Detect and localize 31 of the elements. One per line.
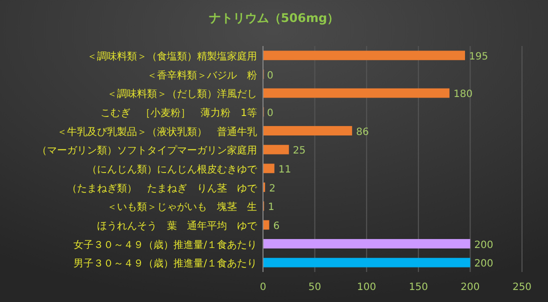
data-label: 195 <box>469 51 488 62</box>
x-tick-label: 0 <box>260 282 266 293</box>
data-label: 0 <box>267 108 274 119</box>
x-tick-label: 150 <box>408 282 428 293</box>
y-tick-label: 男子３０～４９（歳）推進量/１食あたり <box>74 258 257 270</box>
x-tick-label: 250 <box>512 282 532 293</box>
data-label: 1 <box>268 202 274 214</box>
x-tick-label: 200 <box>460 282 480 293</box>
chart-title: ナトリウム（506mg） <box>208 11 340 25</box>
data-label: 180 <box>453 89 473 100</box>
data-label: 2 <box>269 183 276 194</box>
y-tick-label: ＜牛乳及び乳製品＞（液状乳類） 普通牛乳 <box>57 126 257 138</box>
x-tick-label: 50 <box>308 282 322 293</box>
y-tick-label: （にんじん類）にんじん根皮むきゆで <box>87 163 258 176</box>
data-label: 11 <box>278 164 292 176</box>
y-tick-label: ＜香辛料類＞バジル 粉 <box>147 69 257 82</box>
y-tick-label: ＜いも類＞じゃがいも 塊茎 生 <box>107 201 257 214</box>
y-tick-label: ほうれんそう 葉 通年平均 ゆで <box>97 220 258 232</box>
y-tick-label: こむぎ ［小麦粉］ 薄力粉 1等 <box>100 106 257 119</box>
data-label: 200 <box>474 240 494 251</box>
y-tick-label: 女子３０～４９（歳）推進量/１食あたり <box>74 238 257 251</box>
x-tick-label: 100 <box>357 282 376 293</box>
y-tick-label: ＜調味料類＞（食塩類）精製塩家庭用 <box>87 50 257 62</box>
data-label: 86 <box>356 126 369 138</box>
y-tick-label: （たまねぎ類） たまねぎ りん茎 ゆで <box>67 182 258 194</box>
data-label: 25 <box>292 146 306 157</box>
data-label: 6 <box>273 220 280 232</box>
y-tick-label: ＜調味料類＞（だし類）洋風だし <box>107 88 257 100</box>
y-tick-label: （マーガリン類）ソフトタイプマーガリン家庭用 <box>37 144 257 157</box>
data-label: 0 <box>267 70 274 82</box>
data-label: 200 <box>474 258 494 270</box>
